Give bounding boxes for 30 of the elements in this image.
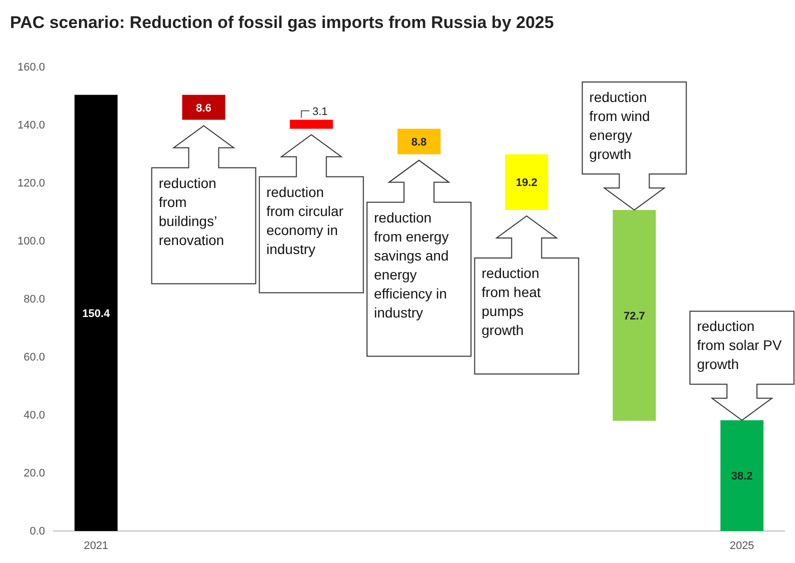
y-tick-label: 140.0 <box>17 120 45 132</box>
bar <box>505 154 548 210</box>
annotation: reduction from energy savings and energy efficiency in industry <box>374 209 449 320</box>
data-label: 8.8 <box>411 136 427 149</box>
y-tick-label: 0.0 <box>30 526 45 538</box>
chart-title: PAC scenario: Reduction of fossil gas imports from Russia by 2025 <box>10 13 554 32</box>
y-tick-label: 20.0 <box>24 468 45 480</box>
annotation: reduction from circular economy in industry <box>266 184 344 257</box>
bar <box>182 94 226 120</box>
annotation: reduction from solar PV growth <box>696 318 782 372</box>
x-tick-label: 2021 <box>84 540 108 552</box>
annotation: reduction from heat pumps growth <box>482 264 541 338</box>
y-tick-label: 120.0 <box>17 178 45 190</box>
x-tick-label: 2025 <box>730 540 754 552</box>
data-label: 72.7 <box>624 310 646 322</box>
annotation: reduction from wind energy growth <box>589 88 650 162</box>
y-tick-label: 100.0 <box>17 236 45 248</box>
y-tick-label: 80.0 <box>24 294 45 306</box>
y-tick-label: 40.0 <box>24 410 45 422</box>
y-tick-label: 160.0 <box>17 62 45 74</box>
data-label: 19.2 <box>516 177 538 190</box>
y-tick-label: 60.0 <box>24 352 45 364</box>
bar <box>397 128 441 154</box>
bar <box>290 120 333 129</box>
data-label: 8.6 <box>196 102 212 114</box>
data-label: 3.1 <box>312 106 328 118</box>
annotation: reduction from buildings’ renovation <box>158 174 224 248</box>
data-label: 38.2 <box>731 470 753 483</box>
data-label: 150.4 <box>82 308 111 320</box>
bar <box>74 94 118 531</box>
